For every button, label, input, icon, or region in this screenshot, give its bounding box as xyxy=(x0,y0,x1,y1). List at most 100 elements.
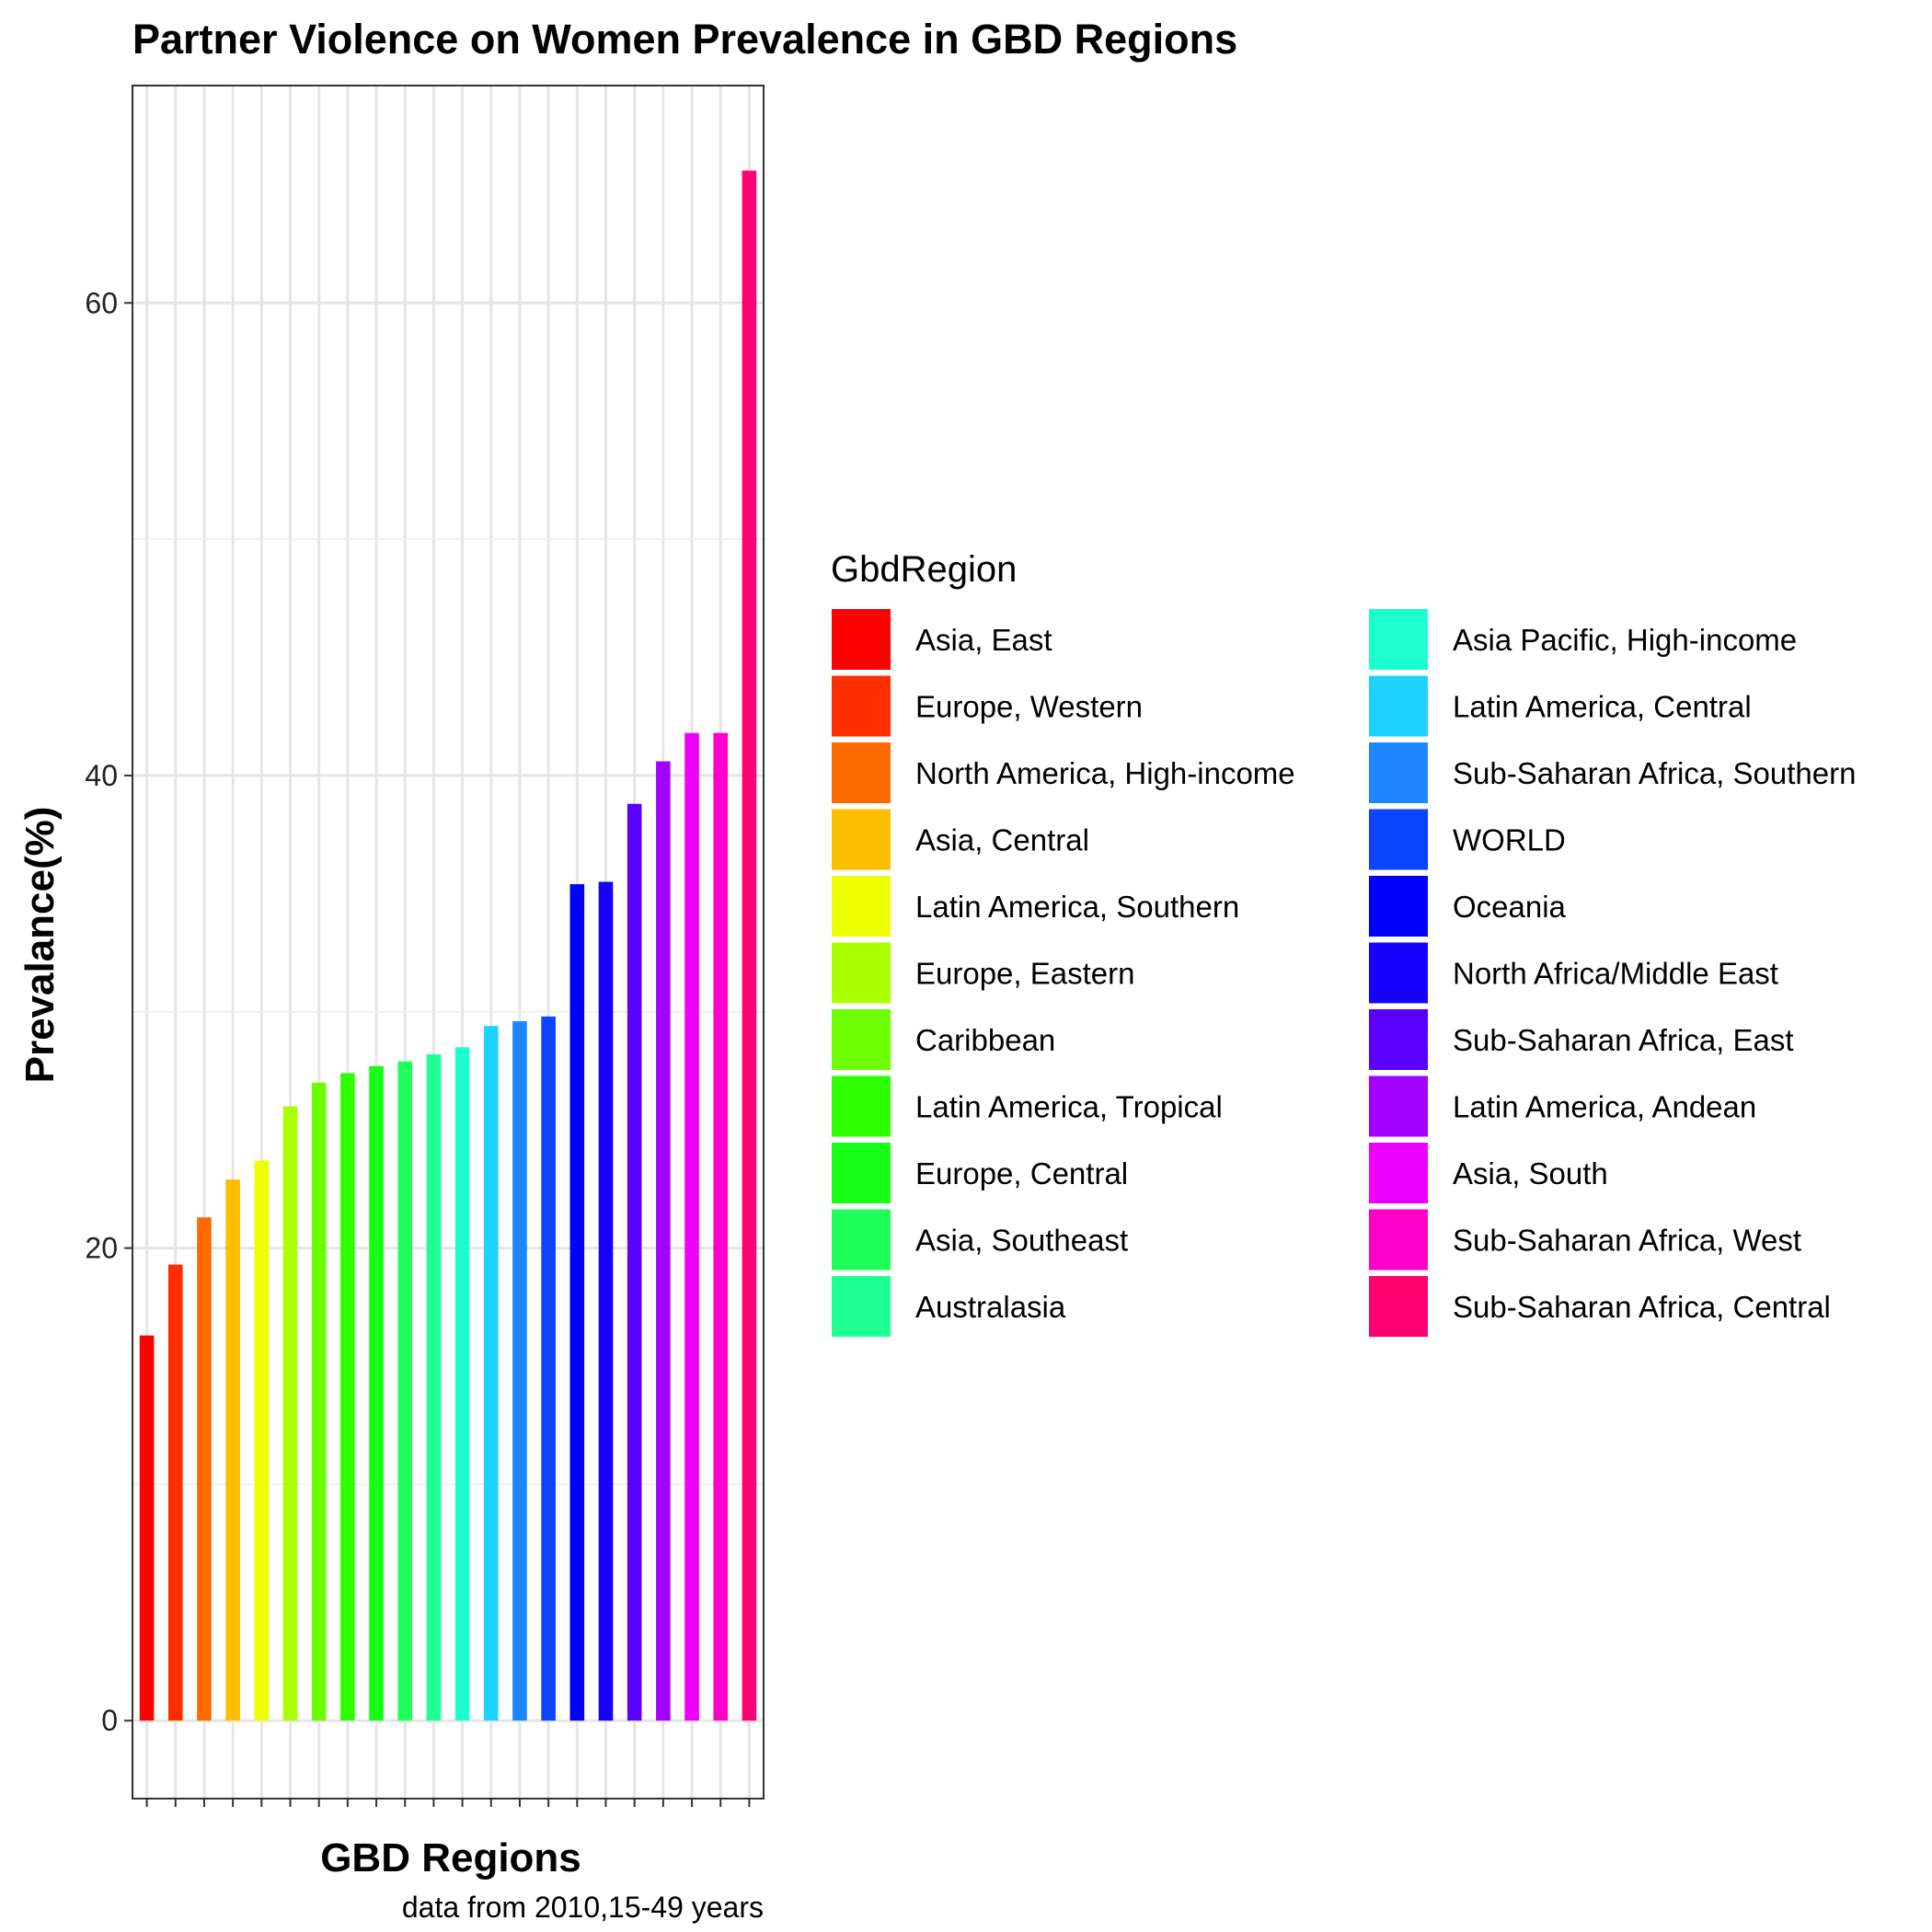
legend-label: Sub-Saharan Africa, Central xyxy=(1453,1290,1831,1324)
legend-item: North America, High-income xyxy=(830,741,1295,805)
bar xyxy=(426,1053,442,1721)
legend-key xyxy=(830,607,892,672)
legend-item: Sub-Saharan Africa, West xyxy=(1367,1207,1801,1272)
legend-label: Latin America, Tropical xyxy=(915,1090,1223,1124)
bar xyxy=(454,1047,470,1721)
legend-key xyxy=(830,673,892,739)
legend-label: Europe, Central xyxy=(915,1156,1128,1190)
legend-key xyxy=(830,1007,892,1072)
legend-item: Europe, Central xyxy=(830,1141,1128,1205)
legend-item: Europe, Eastern xyxy=(830,940,1134,1006)
legend-key xyxy=(830,807,892,872)
legend-label: Oceania xyxy=(1453,890,1567,924)
legend-label: Asia, Central xyxy=(915,823,1089,857)
legend-items: Asia, East Europe, Western North America, … xyxy=(830,607,1856,1339)
x-axis-title: GBD Regions xyxy=(320,1835,581,1880)
legend-item: Asia, South xyxy=(1367,1141,1608,1205)
bar xyxy=(598,881,614,1721)
legend-item: WORLD xyxy=(1367,807,1566,872)
legend-item: Australasia xyxy=(830,1274,1066,1339)
y-tick-label: 60 xyxy=(85,286,118,319)
legend-key xyxy=(1367,940,1430,1006)
legend-item: Sub-Saharan Africa, Southern xyxy=(1367,741,1856,805)
legend-label: North America, High-income xyxy=(915,756,1295,790)
legend-key xyxy=(1367,1074,1430,1139)
bar xyxy=(713,732,729,1721)
legend-label: Sub-Saharan Africa, East xyxy=(1453,1023,1794,1057)
legend-item: Latin America, Andean xyxy=(1367,1074,1756,1139)
plot-area: 0 20 40 60 xyxy=(85,85,765,1807)
legend-item: Caribbean xyxy=(830,1007,1055,1072)
legend-label: Latin America, Southern xyxy=(915,890,1239,924)
y-tick-label: 20 xyxy=(85,1232,118,1265)
bar xyxy=(684,732,699,1721)
bar xyxy=(139,1335,155,1721)
legend-key xyxy=(830,874,892,938)
legend-label: Europe, Eastern xyxy=(915,957,1134,991)
legend: GbdRegion Asia, East Europe, Western North… xyxy=(830,549,1856,1339)
bars xyxy=(139,170,757,1721)
legend-label: Caribbean xyxy=(915,1023,1055,1057)
legend-item: Latin America, Southern xyxy=(830,874,1239,938)
legend-key xyxy=(1367,1274,1430,1339)
bar xyxy=(254,1160,270,1721)
legend-key xyxy=(1367,741,1430,805)
legend-label: Sub-Saharan Africa, Southern xyxy=(1453,756,1856,790)
bar xyxy=(340,1073,355,1721)
legend-label: WORLD xyxy=(1453,823,1566,857)
bar xyxy=(569,884,585,1721)
panel-border xyxy=(132,85,765,1800)
bar xyxy=(197,1217,212,1721)
bar xyxy=(167,1264,183,1721)
y-axis-title: Prevalance(%) xyxy=(17,807,63,1084)
legend-key xyxy=(1367,874,1430,938)
legend-label: Sub-Saharan Africa, West xyxy=(1453,1224,1801,1258)
legend-item: Asia, East xyxy=(830,607,1052,672)
bar xyxy=(397,1061,413,1721)
legend-label: Latin America, Central xyxy=(1453,690,1752,724)
bar xyxy=(656,761,671,1721)
bar xyxy=(627,803,642,1721)
legend-key xyxy=(830,940,892,1006)
bar xyxy=(742,170,757,1721)
legend-item: Sub-Saharan Africa, Central xyxy=(1367,1274,1831,1339)
legend-label: North Africa/Middle East xyxy=(1453,957,1778,991)
legend-item: North Africa/Middle East xyxy=(1367,940,1778,1006)
legend-key xyxy=(830,1141,892,1205)
y-tick-label: 40 xyxy=(85,759,118,792)
x-axis-ticks xyxy=(145,1799,751,1807)
y-tick-label: 0 xyxy=(101,1704,118,1737)
legend-label: Europe, Western xyxy=(915,690,1143,724)
bar xyxy=(225,1179,240,1721)
legend-label: Asia Pacific, High-income xyxy=(1453,623,1797,657)
legend-label: Asia, East xyxy=(915,623,1052,657)
bar xyxy=(541,1016,556,1721)
legend-key xyxy=(1367,1141,1430,1205)
legend-label: Latin America, Andean xyxy=(1453,1090,1756,1124)
y-axis-ticks: 0 20 40 60 xyxy=(85,286,132,1737)
bar xyxy=(311,1082,327,1721)
bar xyxy=(483,1026,499,1721)
bar xyxy=(512,1021,527,1721)
legend-key xyxy=(830,1207,892,1272)
legend-key xyxy=(830,1274,892,1339)
legend-key xyxy=(1367,1007,1430,1072)
legend-item: Asia, Central xyxy=(830,807,1089,872)
legend-item: Asia, Southeast xyxy=(830,1207,1128,1272)
bar xyxy=(369,1065,384,1721)
legend-item: Europe, Western xyxy=(830,673,1143,739)
legend-item: Latin America, Central xyxy=(1367,673,1752,739)
legend-key xyxy=(830,741,892,805)
legend-item: Oceania xyxy=(1367,874,1567,938)
legend-item: Asia Pacific, High-income xyxy=(1367,607,1797,672)
chart-caption: data from 2010,15-49 years xyxy=(402,1891,764,1924)
legend-key xyxy=(1367,807,1430,872)
legend-title: GbdRegion xyxy=(831,549,1017,590)
legend-item: Latin America, Tropical xyxy=(830,1074,1223,1139)
legend-label: Asia, South xyxy=(1453,1156,1608,1190)
legend-key xyxy=(1367,1207,1430,1272)
chart-title: Partner Violence on Women Prevalence in … xyxy=(132,16,1237,63)
bar xyxy=(282,1106,298,1721)
legend-key xyxy=(830,1074,892,1139)
